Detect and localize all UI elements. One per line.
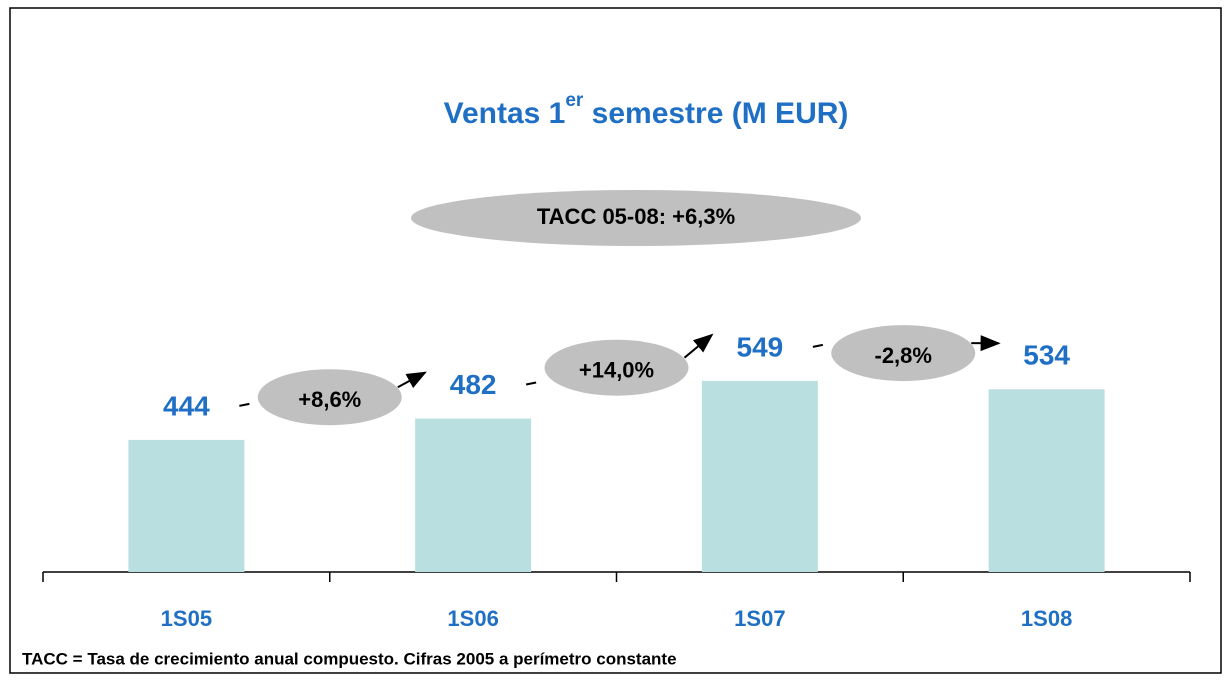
value-label: 444 [163,390,210,421]
dash [812,343,824,348]
footnote: TACC = Tasa de crecimiento anual compues… [22,649,677,668]
growth-oval [831,325,976,382]
title-part: Ventas 1 [444,97,566,130]
growth-label: +14,0% [579,358,654,383]
bar [415,418,532,572]
growth-label: +8,6% [298,387,361,412]
x-tick-label: 1S08 [1021,606,1072,631]
growth-oval [544,339,689,396]
chart-title: Ventas 1er semestre (M EUR) [444,90,849,130]
cagr-oval [411,190,861,246]
growth-label: -2,8% [875,343,932,368]
x-tick-label: 1S07 [734,606,785,631]
dash [525,381,537,386]
arrow [683,333,714,359]
title-superscript: er [565,90,584,111]
value-label: 549 [737,331,784,362]
value-label: 482 [450,369,497,400]
value-label: 534 [1023,340,1070,371]
arrow [397,371,427,389]
title-part: semestre (M EUR) [583,97,848,130]
bar [128,439,245,572]
x-tick-label: 1S05 [161,606,212,631]
growth-oval [257,369,402,426]
dash [239,402,250,407]
cagr-label: TACC 05-08: +6,3% [537,204,735,229]
x-tick-label: 1S06 [447,606,498,631]
bar [988,389,1105,572]
bar [701,380,818,572]
